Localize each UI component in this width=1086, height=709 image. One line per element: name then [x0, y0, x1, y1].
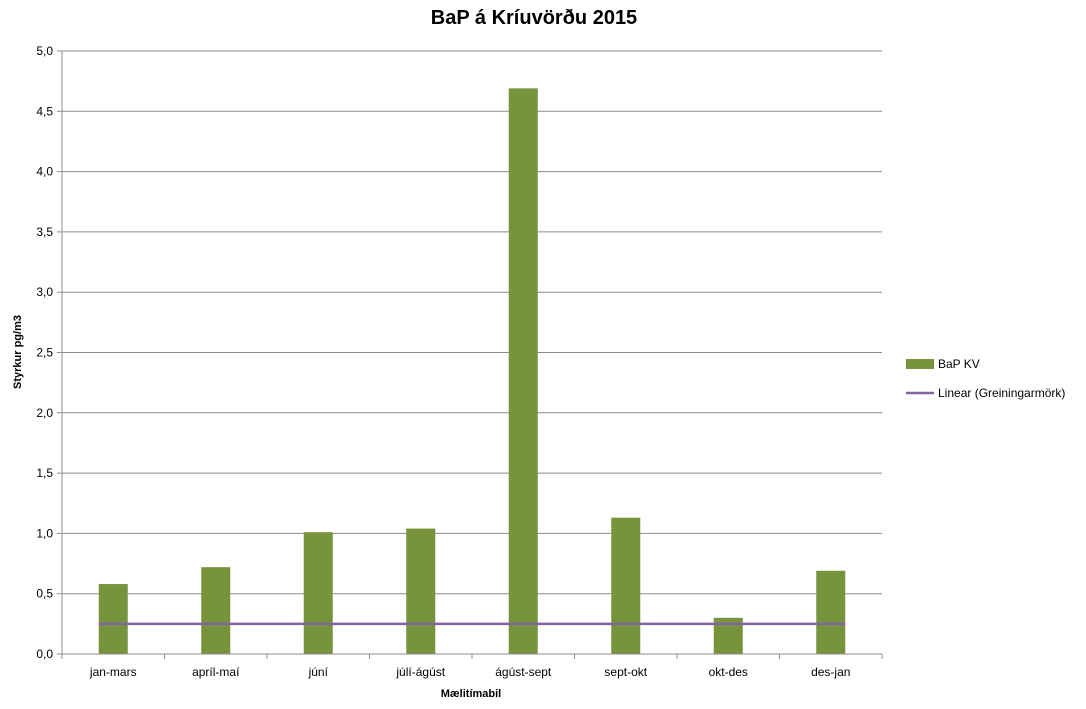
legend-label-bar: BaP KV	[938, 357, 980, 371]
legend: BaP KV Linear (Greiningarmörk)	[906, 357, 1065, 400]
x-tick-label: sept-okt	[604, 665, 647, 679]
x-tick-label: júlí-ágúst	[395, 665, 445, 679]
y-axis-tick-labels: 0,0 0,5 1,0 1,5 2,0 2,5 3,0 3,5 4,0 4,5 5,0	[36, 44, 53, 661]
y-tick-label: 5,0	[36, 44, 53, 58]
x-tick-label: ágúst-sept	[495, 665, 552, 679]
y-tick-label: 0,0	[36, 647, 53, 661]
x-tick-label: júní	[308, 665, 329, 679]
y-axis-title: Styrkur pg/m3	[12, 315, 24, 389]
y-tick-label: 4,5	[36, 104, 53, 118]
bar	[611, 517, 641, 654]
bar	[98, 584, 128, 654]
gridlines	[57, 50, 882, 655]
y-tick-label: 0,5	[36, 587, 53, 601]
y-tick-label: 3,0	[36, 285, 53, 299]
x-axis-title: Mælitímabil	[441, 688, 502, 700]
y-tick-label: 4,0	[36, 165, 53, 179]
chart-title: BaP á Kríuvörðu 2015	[431, 7, 637, 29]
x-tick-label: okt-des	[709, 665, 748, 679]
x-tick-label: des-jan	[811, 665, 850, 679]
bar-series	[98, 88, 846, 655]
legend-swatch-bar	[906, 359, 934, 369]
bar	[816, 570, 846, 654]
y-tick-label: 1,0	[36, 526, 53, 540]
y-tick-label: 2,0	[36, 406, 53, 420]
legend-label-line: Linear (Greiningarmörk)	[938, 386, 1065, 400]
bar	[201, 567, 231, 654]
x-tick-label: jan-mars	[89, 665, 137, 679]
bar	[406, 528, 436, 654]
x-tick-label: apríl-maí	[192, 665, 240, 679]
y-tick-label: 2,5	[36, 346, 53, 360]
x-axis-tick-labels: jan-mars apríl-maí júní júlí-ágúst ágúst-sep…	[61, 654, 883, 679]
bar	[508, 88, 538, 655]
bar	[303, 532, 333, 654]
y-tick-label: 3,5	[36, 225, 53, 239]
y-tick-label: 1,5	[36, 466, 53, 480]
